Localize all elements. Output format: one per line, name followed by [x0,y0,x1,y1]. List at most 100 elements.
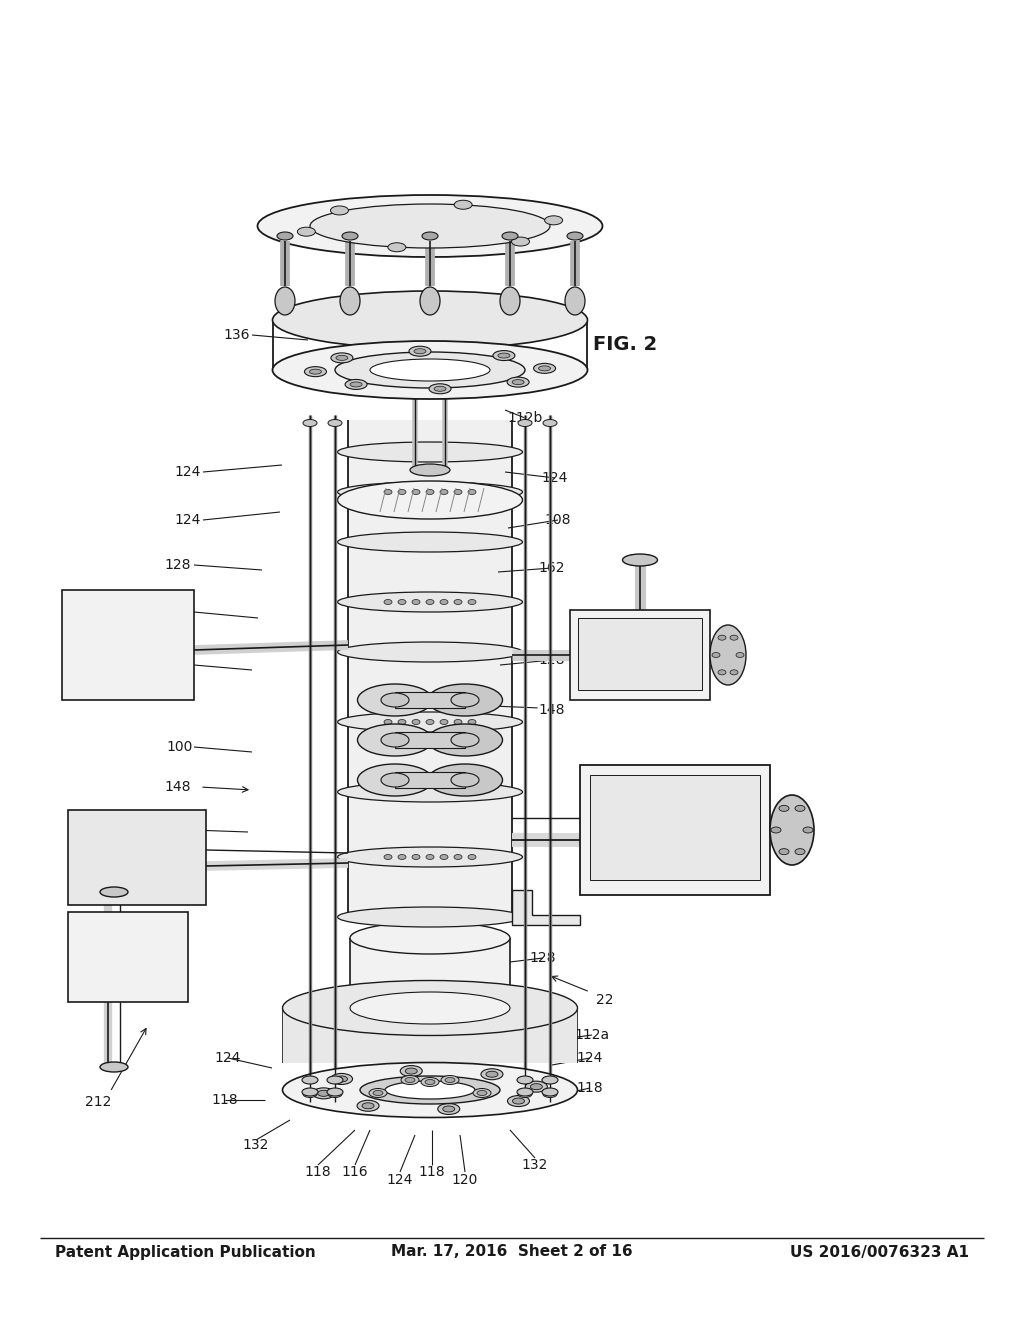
Ellipse shape [350,993,510,1024]
Ellipse shape [357,764,432,796]
Ellipse shape [328,1090,342,1097]
Text: 124: 124 [215,1051,242,1065]
Ellipse shape [411,364,449,376]
Text: 162: 162 [539,561,565,576]
Text: 104: 104 [165,822,191,837]
Text: 148: 148 [539,704,565,717]
Text: 118: 118 [305,1166,332,1179]
Text: 212: 212 [635,861,662,875]
Ellipse shape [454,719,462,725]
Ellipse shape [100,1063,128,1072]
Ellipse shape [421,1077,439,1086]
Ellipse shape [565,286,585,315]
Text: 112a: 112a [574,1028,609,1041]
Ellipse shape [414,348,426,354]
Ellipse shape [426,719,434,725]
Ellipse shape [335,352,525,388]
Text: 108: 108 [545,513,571,527]
Ellipse shape [384,490,392,495]
Ellipse shape [338,482,522,502]
Ellipse shape [517,1088,534,1096]
Ellipse shape [398,719,406,725]
Ellipse shape [440,854,449,859]
Text: 124: 124 [577,1051,603,1065]
Ellipse shape [427,764,503,796]
Ellipse shape [283,1063,578,1118]
Ellipse shape [297,227,315,236]
Ellipse shape [275,286,295,315]
Text: 162: 162 [165,657,191,672]
Ellipse shape [530,1084,543,1089]
Ellipse shape [539,366,551,371]
Text: 128: 128 [165,605,191,619]
Ellipse shape [770,795,814,865]
Ellipse shape [795,849,805,854]
Ellipse shape [425,1080,435,1085]
Ellipse shape [545,215,562,224]
Ellipse shape [440,490,449,495]
Ellipse shape [477,1090,487,1096]
Ellipse shape [440,599,449,605]
Ellipse shape [336,1076,347,1082]
Ellipse shape [272,290,588,348]
Ellipse shape [543,1090,557,1097]
Ellipse shape [779,849,790,854]
Text: Mar. 17, 2016  Sheet 2 of 16: Mar. 17, 2016 Sheet 2 of 16 [391,1245,633,1259]
Text: 116: 116 [342,1166,369,1179]
Ellipse shape [542,1076,558,1084]
Ellipse shape [331,1073,352,1085]
Ellipse shape [454,599,462,605]
Ellipse shape [493,351,515,360]
Ellipse shape [406,1077,415,1082]
Ellipse shape [331,352,353,363]
Ellipse shape [481,1069,503,1080]
Ellipse shape [412,599,420,605]
Ellipse shape [422,232,438,240]
Ellipse shape [451,693,479,708]
Ellipse shape [357,684,432,715]
Bar [395,692,465,708]
Ellipse shape [498,352,510,358]
Ellipse shape [473,1089,490,1097]
Ellipse shape [381,693,409,708]
Text: 148: 148 [165,780,191,795]
Ellipse shape [362,1102,374,1109]
Ellipse shape [310,205,550,248]
Ellipse shape [542,1088,558,1096]
Text: 22: 22 [596,993,613,1007]
Ellipse shape [437,1104,460,1114]
Bar [395,772,465,788]
Ellipse shape [420,286,440,315]
Ellipse shape [434,387,446,391]
Ellipse shape [426,854,434,859]
Ellipse shape [468,854,476,859]
Bar [62,590,194,700]
Ellipse shape [384,719,392,725]
Text: 128: 128 [165,558,191,572]
Ellipse shape [302,1076,318,1084]
Ellipse shape [338,480,522,519]
Bar [68,912,188,1002]
Ellipse shape [373,1090,383,1096]
Ellipse shape [771,828,781,833]
Ellipse shape [350,381,362,387]
Ellipse shape [718,635,726,640]
Bar [570,610,710,700]
Ellipse shape [512,238,529,246]
Bar [578,618,702,690]
Ellipse shape [518,1090,532,1097]
Ellipse shape [730,635,738,640]
Ellipse shape [369,1089,387,1097]
Ellipse shape [567,232,583,240]
Ellipse shape [445,1077,455,1082]
Ellipse shape [309,370,322,374]
Ellipse shape [350,921,510,954]
Text: 100: 100 [167,741,194,754]
Ellipse shape [338,847,522,867]
Ellipse shape [312,1088,335,1098]
Ellipse shape [710,624,746,685]
Ellipse shape [400,1065,422,1077]
Ellipse shape [451,774,479,787]
Ellipse shape [385,1081,475,1100]
Text: 118: 118 [419,1166,445,1179]
